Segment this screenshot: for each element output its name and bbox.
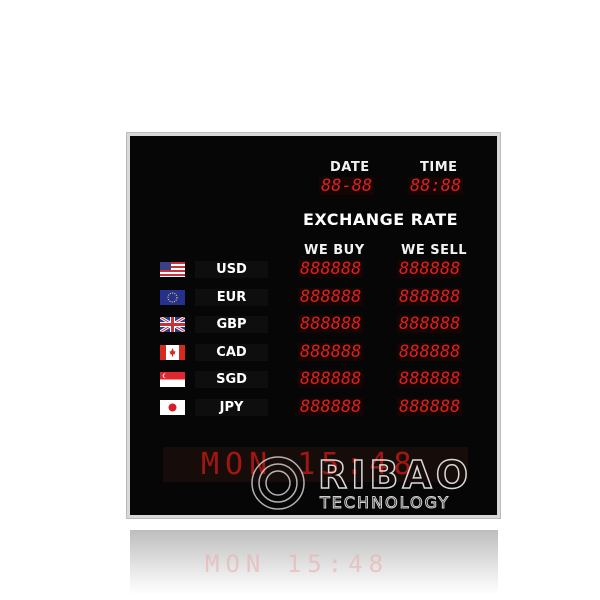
buy-rate: 888888: [298, 342, 364, 362]
rate-row-jpy: JPY 888888 888888: [160, 397, 470, 417]
rate-row-gbp: GBP 888888 888888: [160, 314, 470, 334]
date-display: 88-88: [319, 176, 375, 196]
singapore-flag-icon: [160, 372, 185, 387]
sell-rate: 888888: [397, 397, 463, 417]
currency-code: SGD: [195, 371, 268, 388]
currency-code: CAD: [195, 344, 268, 361]
currency-code: JPY: [195, 399, 268, 416]
sell-rate: 888888: [397, 287, 463, 307]
rate-row-eur: EUR 888888 888888: [160, 287, 470, 307]
sell-rate: 888888: [397, 314, 463, 334]
board-reflection: MON 15:48: [130, 530, 498, 595]
we-sell-header: WE SELL: [401, 243, 468, 258]
time-display: 88:88: [408, 176, 464, 196]
rate-row-sgd: SGD 888888 888888: [160, 369, 470, 389]
sell-rate: 888888: [397, 259, 463, 279]
svg-text:RIBAO: RIBAO: [318, 453, 472, 497]
currency-code: GBP: [195, 316, 268, 333]
buy-rate: 888888: [298, 259, 364, 279]
sell-rate: 888888: [397, 342, 463, 362]
uk-flag-icon: [160, 317, 185, 332]
canada-flag-icon: [160, 345, 185, 360]
buy-rate: 888888: [298, 314, 364, 334]
time-label: TIME: [420, 160, 458, 175]
date-label: DATE: [330, 160, 370, 175]
board-title: EXCHANGE RATE: [303, 210, 459, 229]
currency-code: USD: [195, 261, 268, 278]
ticker-reflection: MON 15:48: [205, 550, 390, 578]
exchange-rate-board: DATE TIME 88-88 88:88 EXCHANGE RATE WE B…: [127, 133, 500, 518]
we-buy-header: WE BUY: [304, 243, 365, 258]
japan-flag-icon: [160, 400, 185, 415]
sell-rate: 888888: [397, 369, 463, 389]
rate-row-cad: CAD 888888 888888: [160, 342, 470, 362]
currency-code: EUR: [195, 289, 268, 306]
buy-rate: 888888: [298, 397, 364, 417]
eu-flag-icon: [160, 290, 185, 305]
ribao-watermark-logo: RIBAO TECHNOLOGY: [251, 452, 472, 513]
svg-text:TECHNOLOGY: TECHNOLOGY: [319, 493, 450, 512]
us-flag-icon: [160, 262, 185, 277]
dot-matrix-ticker: MON 15:48: [163, 447, 468, 482]
rate-row-usd: USD 888888 888888: [160, 259, 470, 279]
buy-rate: 888888: [298, 369, 364, 389]
buy-rate: 888888: [298, 287, 364, 307]
